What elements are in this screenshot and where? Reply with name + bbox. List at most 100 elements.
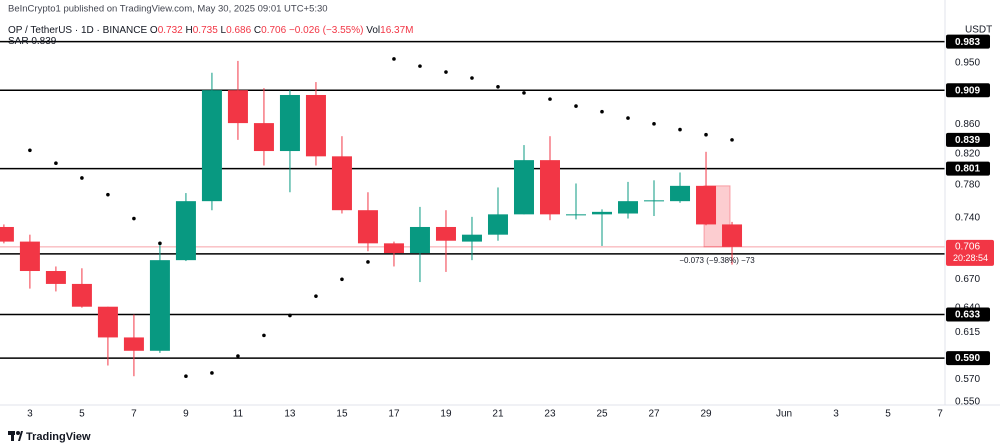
- candle-body: [696, 185, 717, 225]
- sar-dot: [444, 70, 448, 74]
- x-tick-label: 9: [183, 409, 189, 420]
- sar-dot: [470, 76, 474, 80]
- candle-body: [409, 226, 430, 254]
- legend-change: −0.026 (−3.55%): [289, 25, 364, 36]
- legend-value: 0.686: [226, 25, 251, 36]
- sar-dot: [54, 161, 58, 165]
- candle-body: [19, 241, 40, 272]
- price-label-box: [946, 351, 990, 366]
- logo-shape: [16, 431, 20, 435]
- sar-dot: [158, 241, 162, 246]
- x-tick-label: 19: [440, 409, 452, 420]
- x-tick-label: 15: [336, 409, 348, 420]
- sar-dot: [418, 64, 422, 68]
- x-tick-label: 13: [284, 409, 296, 420]
- candle-body: [461, 234, 482, 242]
- x-tick-label: 5: [885, 409, 891, 420]
- legend-key: L: [221, 25, 227, 36]
- sar-dot: [262, 333, 266, 338]
- legend: OP / TetherUS · 1D · BINANCE O0.732 H0.7…: [8, 25, 414, 36]
- countdown-label: 20:28:54: [953, 253, 988, 263]
- y-tick-label: 0.860: [955, 119, 980, 130]
- price-label-box: [946, 307, 990, 322]
- x-tick-label: 3: [27, 409, 33, 420]
- x-tick-label: 17: [388, 409, 400, 420]
- currency-label: USDT: [965, 25, 992, 36]
- candle-body: [175, 201, 196, 261]
- legend-value: 0.735: [193, 25, 218, 36]
- candle-body: [565, 214, 586, 216]
- y-tick-label: 0.740: [955, 212, 980, 223]
- sar-legend: SAR 0.839: [8, 36, 57, 47]
- price-label: 0.839: [955, 135, 980, 146]
- legend-value: 0.732: [158, 25, 183, 36]
- current-price-box: [946, 239, 994, 266]
- sar-dot: [626, 116, 630, 120]
- y-tick-label: 0.615: [955, 327, 980, 338]
- price-label-box: [946, 161, 990, 176]
- y-tick-label: 0.550: [955, 396, 980, 407]
- candle-body: [618, 201, 639, 214]
- candle-body: [71, 283, 92, 307]
- x-tick-label: 11: [233, 409, 244, 420]
- x-tick-label: 5: [79, 409, 85, 420]
- x-tick-label: 7: [131, 409, 137, 420]
- candle-body: [201, 90, 222, 202]
- y-tick-label: 0.780: [955, 180, 980, 191]
- y-tick-label: 0.570: [955, 374, 980, 385]
- candle-body: [722, 224, 743, 247]
- x-tick-label: 3: [833, 409, 839, 420]
- sar-dot: [314, 294, 318, 298]
- price-label-box: [946, 34, 990, 49]
- x-tick-label: 23: [544, 409, 556, 420]
- sar-dot: [236, 354, 240, 358]
- candle-body: [45, 271, 66, 284]
- plot-area: [0, 40, 945, 379]
- candle-body: [123, 337, 144, 351]
- price-label: 0.801: [955, 164, 980, 175]
- x-tick-label: 21: [492, 409, 504, 420]
- price-label: 0.633: [955, 310, 980, 321]
- candle-body: [513, 160, 534, 215]
- sar-dot: [522, 91, 526, 95]
- x-tick-label: 7: [937, 409, 943, 420]
- x-tick-label: 27: [648, 409, 660, 420]
- sar-dot: [392, 57, 396, 61]
- logo-shape: [18, 431, 23, 441]
- legend-key: C: [254, 25, 261, 36]
- y-tick-label: 0.670: [955, 274, 980, 285]
- candle-body: [592, 211, 613, 215]
- candle-body: [539, 160, 560, 215]
- publisher-note: BeInCrypto1 published on TradingView.com…: [8, 4, 328, 15]
- sar-dot: [652, 122, 656, 126]
- candle-body: [97, 306, 118, 338]
- current-price-label: 0.706: [955, 241, 980, 252]
- sar-dot: [574, 104, 578, 108]
- candle-body: [435, 226, 456, 241]
- candle-body: [227, 90, 248, 124]
- sar-value: 0.839: [31, 36, 56, 47]
- candle-body: [253, 123, 274, 152]
- price-label-box: [946, 132, 990, 147]
- sar-dot: [340, 277, 344, 282]
- candle-body: [670, 185, 691, 202]
- sar-dot: [548, 97, 552, 101]
- candle-body: [149, 260, 170, 351]
- legend-symbol: OP / TetherUS · 1D · BINANCE: [8, 25, 147, 36]
- candle-body: [305, 94, 326, 157]
- sar-dot: [106, 192, 110, 197]
- legend-key: Vol: [366, 25, 380, 36]
- y-tick-label: 0.820: [955, 149, 980, 160]
- price-label: 0.590: [955, 353, 980, 364]
- legend-value: 0.706: [261, 25, 286, 36]
- sar-dot: [730, 138, 734, 142]
- candle-body: [644, 200, 665, 202]
- price-label-box: [946, 83, 990, 98]
- price-label: 0.983: [955, 37, 980, 48]
- sar-dot: [132, 216, 136, 221]
- legend-value: 16.37M: [380, 25, 413, 36]
- sar-dot: [496, 84, 500, 89]
- sar-dot: [704, 132, 708, 137]
- candle-body: [487, 214, 508, 235]
- sar-dot: [80, 176, 84, 180]
